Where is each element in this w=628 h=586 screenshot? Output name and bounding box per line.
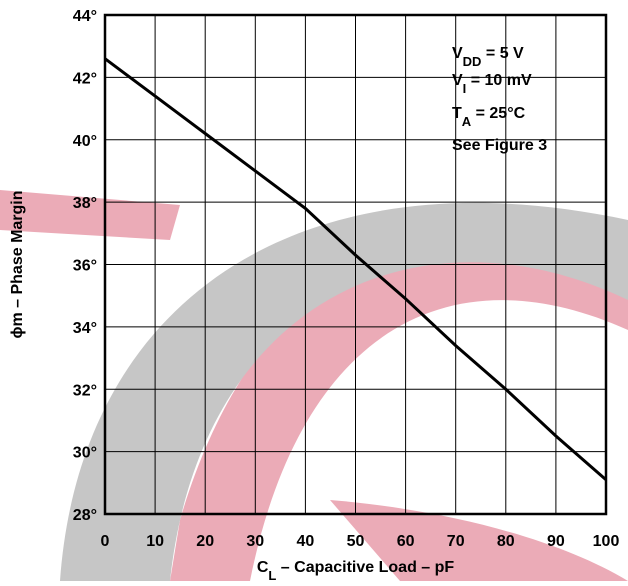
x-tick-label: 10 — [146, 533, 164, 550]
x-tick-label: 50 — [347, 533, 365, 550]
y-axis-label: ϕm – Phase Margin — [9, 190, 26, 338]
y-tick-label: 32° — [73, 382, 97, 399]
x-tick-label: 80 — [497, 533, 515, 550]
annotation-box — [445, 30, 600, 158]
text-part: T — [452, 105, 462, 122]
text-part: = 10 mV — [466, 72, 532, 89]
text-part: ϕm – Phase Margin — [9, 190, 26, 338]
x-tick-label: 30 — [246, 533, 264, 550]
y-tick-label: 42° — [73, 70, 97, 87]
annotation: TA = 25°C — [452, 105, 526, 129]
text-part: C — [257, 559, 269, 576]
text-part: V — [452, 45, 463, 62]
text-part: = 25°C — [471, 105, 525, 122]
annotation: VI = 10 mV — [452, 72, 532, 96]
data-line — [104, 57, 607, 481]
x-tick-label: 20 — [196, 533, 214, 550]
text-part: DD — [463, 54, 482, 69]
x-tick-label: 40 — [297, 533, 315, 550]
plot-frame — [103, 13, 608, 516]
text-part: See Figure 3 — [452, 137, 547, 154]
x-tick-label: 90 — [547, 533, 565, 550]
y-tick-label: 28° — [73, 507, 97, 524]
x-axis-label: CL – Capacitive Load – pF — [257, 559, 455, 581]
x-tick-label: 70 — [447, 533, 465, 550]
y-tick-label: 44° — [73, 8, 97, 25]
x-tick-label: 0 — [101, 533, 110, 550]
text-part: = 5 V — [481, 45, 524, 62]
y-tick-label: 40° — [73, 133, 97, 150]
y-tick-label: 38° — [73, 195, 97, 212]
annotation: See Figure 3 — [452, 137, 547, 154]
watermark-swoosh — [60, 202, 628, 581]
text-part: L — [268, 568, 276, 582]
text-part: V — [452, 72, 463, 89]
annotation: VDD = 5 V — [452, 45, 524, 69]
text-part: – Capacitive Load – pF — [276, 559, 454, 576]
text-part: I — [463, 81, 467, 96]
y-tick-label: 30° — [73, 445, 97, 462]
watermark-swoosh — [330, 500, 628, 581]
watermark — [0, 190, 628, 581]
x-tick-label: 60 — [397, 533, 415, 550]
y-tick-label: 36° — [73, 258, 97, 275]
y-tick-label: 34° — [73, 320, 97, 337]
text-part: A — [462, 114, 472, 129]
x-tick-label: 100 — [593, 533, 620, 550]
